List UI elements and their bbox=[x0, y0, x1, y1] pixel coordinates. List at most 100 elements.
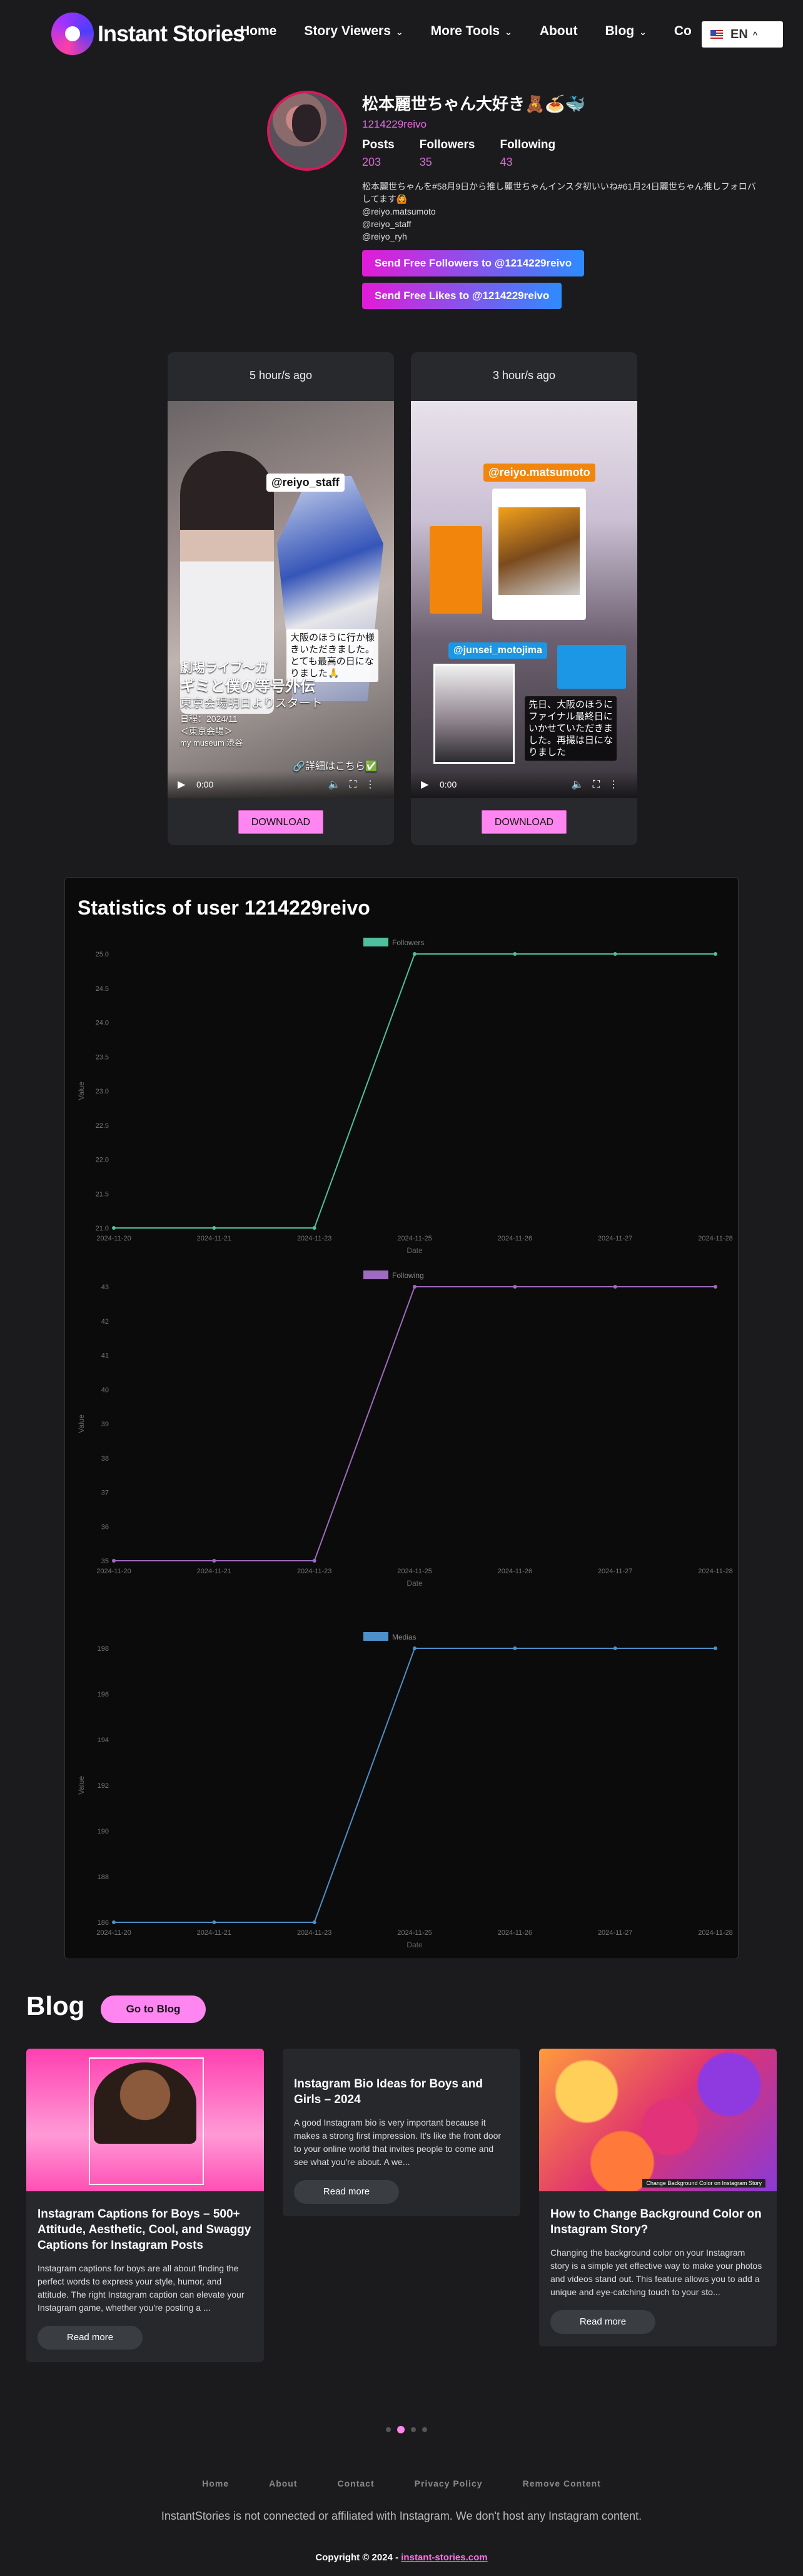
go-to-blog-button[interactable]: Go to Blog bbox=[101, 1995, 206, 2023]
video-extra-controls[interactable]: 🔈⛶⋮ bbox=[571, 779, 627, 790]
data-point[interactable] bbox=[212, 1920, 216, 1924]
blog-post-card[interactable]: Instagram Bio Ideas for Boys and Girls –… bbox=[283, 2049, 520, 2216]
blog-post-image bbox=[26, 2049, 264, 2191]
story-detail-link: 🔗詳細はこちら✅ bbox=[293, 761, 378, 772]
nav-contact[interactable]: Co bbox=[674, 24, 692, 39]
data-point[interactable] bbox=[613, 1646, 617, 1650]
nav-story-viewers[interactable]: Story Viewers ⌄ bbox=[304, 24, 403, 39]
story-video[interactable]: @reiyo_staff 大阪のほうに行か様 きいただきました。 とても最高の日… bbox=[168, 401, 394, 798]
download-button[interactable]: DOWNLOAD bbox=[482, 810, 567, 834]
blog-post-excerpt: Instagram captions for boys are all abou… bbox=[38, 2263, 245, 2313]
footer-link-contact[interactable]: Contact bbox=[337, 2478, 375, 2488]
data-point[interactable] bbox=[513, 952, 517, 956]
data-point[interactable] bbox=[513, 1285, 517, 1289]
medias-chart: Medias 186 188 190 192 194 196 198 2024-11-20 202… bbox=[65, 1627, 739, 1952]
story-caption: 東京会場明日よりスタート bbox=[180, 697, 323, 710]
story-time: 5 hour/s ago bbox=[249, 369, 313, 382]
x-axis-label: Date bbox=[407, 1246, 423, 1255]
story-video[interactable]: @reiyo.matsumoto @junsei_motojima 先日、大阪の… bbox=[411, 401, 637, 798]
x-tick-label: 2024-11-26 bbox=[498, 1568, 532, 1575]
read-more-button[interactable]: Read more bbox=[38, 2326, 143, 2350]
series-line bbox=[114, 1648, 715, 1923]
footer-link-home[interactable]: Home bbox=[202, 2478, 230, 2488]
nav-about[interactable]: About bbox=[540, 24, 578, 39]
blog-post-title[interactable]: Instagram Captions for Boys – 500+ Attit… bbox=[38, 2208, 251, 2252]
chevron-down-icon: ⌄ bbox=[395, 27, 403, 37]
profile-username[interactable]: 1214229reivo bbox=[362, 118, 427, 130]
blog-post-title[interactable]: How to Change Background Color on Instag… bbox=[550, 2208, 762, 2236]
x-axis-label: Date bbox=[407, 1579, 423, 1588]
x-axis-label: Date bbox=[407, 1940, 423, 1949]
language-label: EN bbox=[730, 27, 748, 41]
footer-link-remove-content[interactable]: Remove Content bbox=[522, 2478, 601, 2488]
legend-swatch[interactable] bbox=[363, 1632, 388, 1641]
send-followers-button[interactable]: Send Free Followers to @1214229reivo bbox=[362, 250, 585, 276]
data-point[interactable] bbox=[613, 1285, 617, 1289]
site-logo[interactable]: Instant Stories bbox=[51, 13, 245, 55]
legend-swatch[interactable] bbox=[363, 938, 388, 946]
story-overlay-text: 大阪のほうに行か様 きいただきました。 とても最高の日にな りました🙏 bbox=[286, 629, 379, 682]
y-tick-label: 196 bbox=[98, 1691, 109, 1698]
data-point[interactable] bbox=[112, 1559, 116, 1563]
copyright-link[interactable]: instant-stories.com bbox=[401, 2552, 488, 2563]
nav-blog[interactable]: Blog ⌄ bbox=[605, 24, 646, 39]
x-tick-label: 2024-11-27 bbox=[598, 1929, 632, 1937]
nav-home[interactable]: Home bbox=[240, 24, 276, 39]
stat-posts-value: 203 bbox=[362, 156, 381, 168]
logo-text: Instant Stories bbox=[98, 21, 245, 46]
data-point[interactable] bbox=[312, 1226, 316, 1230]
video-extra-controls[interactable]: 🔈⛶⋮ bbox=[328, 779, 384, 790]
x-tick-label: 2024-11-21 bbox=[197, 1568, 231, 1575]
story-mention-tag: @reiyo_staff bbox=[266, 474, 345, 492]
y-tick-label: 37 bbox=[101, 1489, 109, 1497]
y-tick-label: 40 bbox=[101, 1386, 109, 1394]
footer-link-about[interactable]: About bbox=[269, 2478, 298, 2488]
story-caption: 日程：2024/11 bbox=[180, 714, 238, 724]
play-icon[interactable]: ▶ bbox=[421, 779, 429, 790]
y-tick-label: 23.0 bbox=[96, 1088, 109, 1095]
data-point[interactable] bbox=[513, 1646, 517, 1650]
send-likes-button[interactable]: Send Free Likes to @1214229reivo bbox=[362, 283, 562, 309]
y-tick-label: 198 bbox=[98, 1645, 109, 1653]
y-tick-label: 186 bbox=[98, 1919, 109, 1927]
carousel-dot-active[interactable] bbox=[397, 2426, 405, 2433]
data-point[interactable] bbox=[312, 1920, 316, 1924]
carousel-dot[interactable] bbox=[386, 2427, 391, 2432]
blog-post-card[interactable]: Change Background Color on Instagram Sto… bbox=[539, 2049, 777, 2346]
data-point[interactable] bbox=[413, 952, 417, 956]
story-caption: ＜東京会場＞ bbox=[180, 726, 233, 736]
play-icon[interactable]: ▶ bbox=[178, 779, 186, 790]
data-point[interactable] bbox=[112, 1920, 116, 1924]
carousel-dot[interactable] bbox=[422, 2427, 427, 2432]
blog-post-title[interactable]: Instagram Bio Ideas for Boys and Girls –… bbox=[294, 2077, 483, 2106]
data-point[interactable] bbox=[714, 952, 717, 956]
x-tick-label: 2024-11-25 bbox=[397, 1568, 432, 1575]
data-point[interactable] bbox=[714, 1646, 717, 1650]
stat-posts: Posts 203 bbox=[362, 138, 395, 169]
data-point[interactable] bbox=[413, 1646, 417, 1650]
y-tick-label: 42 bbox=[101, 1318, 109, 1326]
data-point[interactable] bbox=[212, 1559, 216, 1563]
y-tick-label: 23.5 bbox=[96, 1053, 109, 1061]
data-point[interactable] bbox=[714, 1285, 717, 1289]
data-point[interactable] bbox=[413, 1285, 417, 1289]
following-chart: Following 35 36 37 38 39 40 41 42 43 2024-11-20 202… bbox=[65, 1265, 739, 1591]
data-point[interactable] bbox=[613, 952, 617, 956]
language-selector[interactable]: EN ^ bbox=[702, 21, 783, 48]
nav-more-tools[interactable]: More Tools ⌄ bbox=[431, 24, 512, 39]
blog-post-card[interactable]: Instagram Captions for Boys – 500+ Attit… bbox=[26, 2049, 264, 2362]
download-button[interactable]: DOWNLOAD bbox=[238, 810, 323, 834]
legend-swatch[interactable] bbox=[363, 1270, 388, 1279]
data-point[interactable] bbox=[212, 1226, 216, 1230]
read-more-button[interactable]: Read more bbox=[550, 2310, 655, 2334]
read-more-button[interactable]: Read more bbox=[294, 2180, 399, 2204]
statistics-title: Statistics of user 1214229reivo bbox=[78, 896, 370, 919]
nav-more-tools-label: More Tools bbox=[430, 24, 500, 38]
x-tick-label: 2024-11-23 bbox=[297, 1929, 331, 1937]
x-tick-label: 2024-11-20 bbox=[96, 1235, 131, 1242]
footer-link-privacy[interactable]: Privacy Policy bbox=[414, 2478, 483, 2488]
carousel-dot[interactable] bbox=[411, 2427, 416, 2432]
data-point[interactable] bbox=[312, 1559, 316, 1563]
data-point[interactable] bbox=[112, 1226, 116, 1230]
x-tick-label: 2024-11-28 bbox=[698, 1568, 732, 1575]
